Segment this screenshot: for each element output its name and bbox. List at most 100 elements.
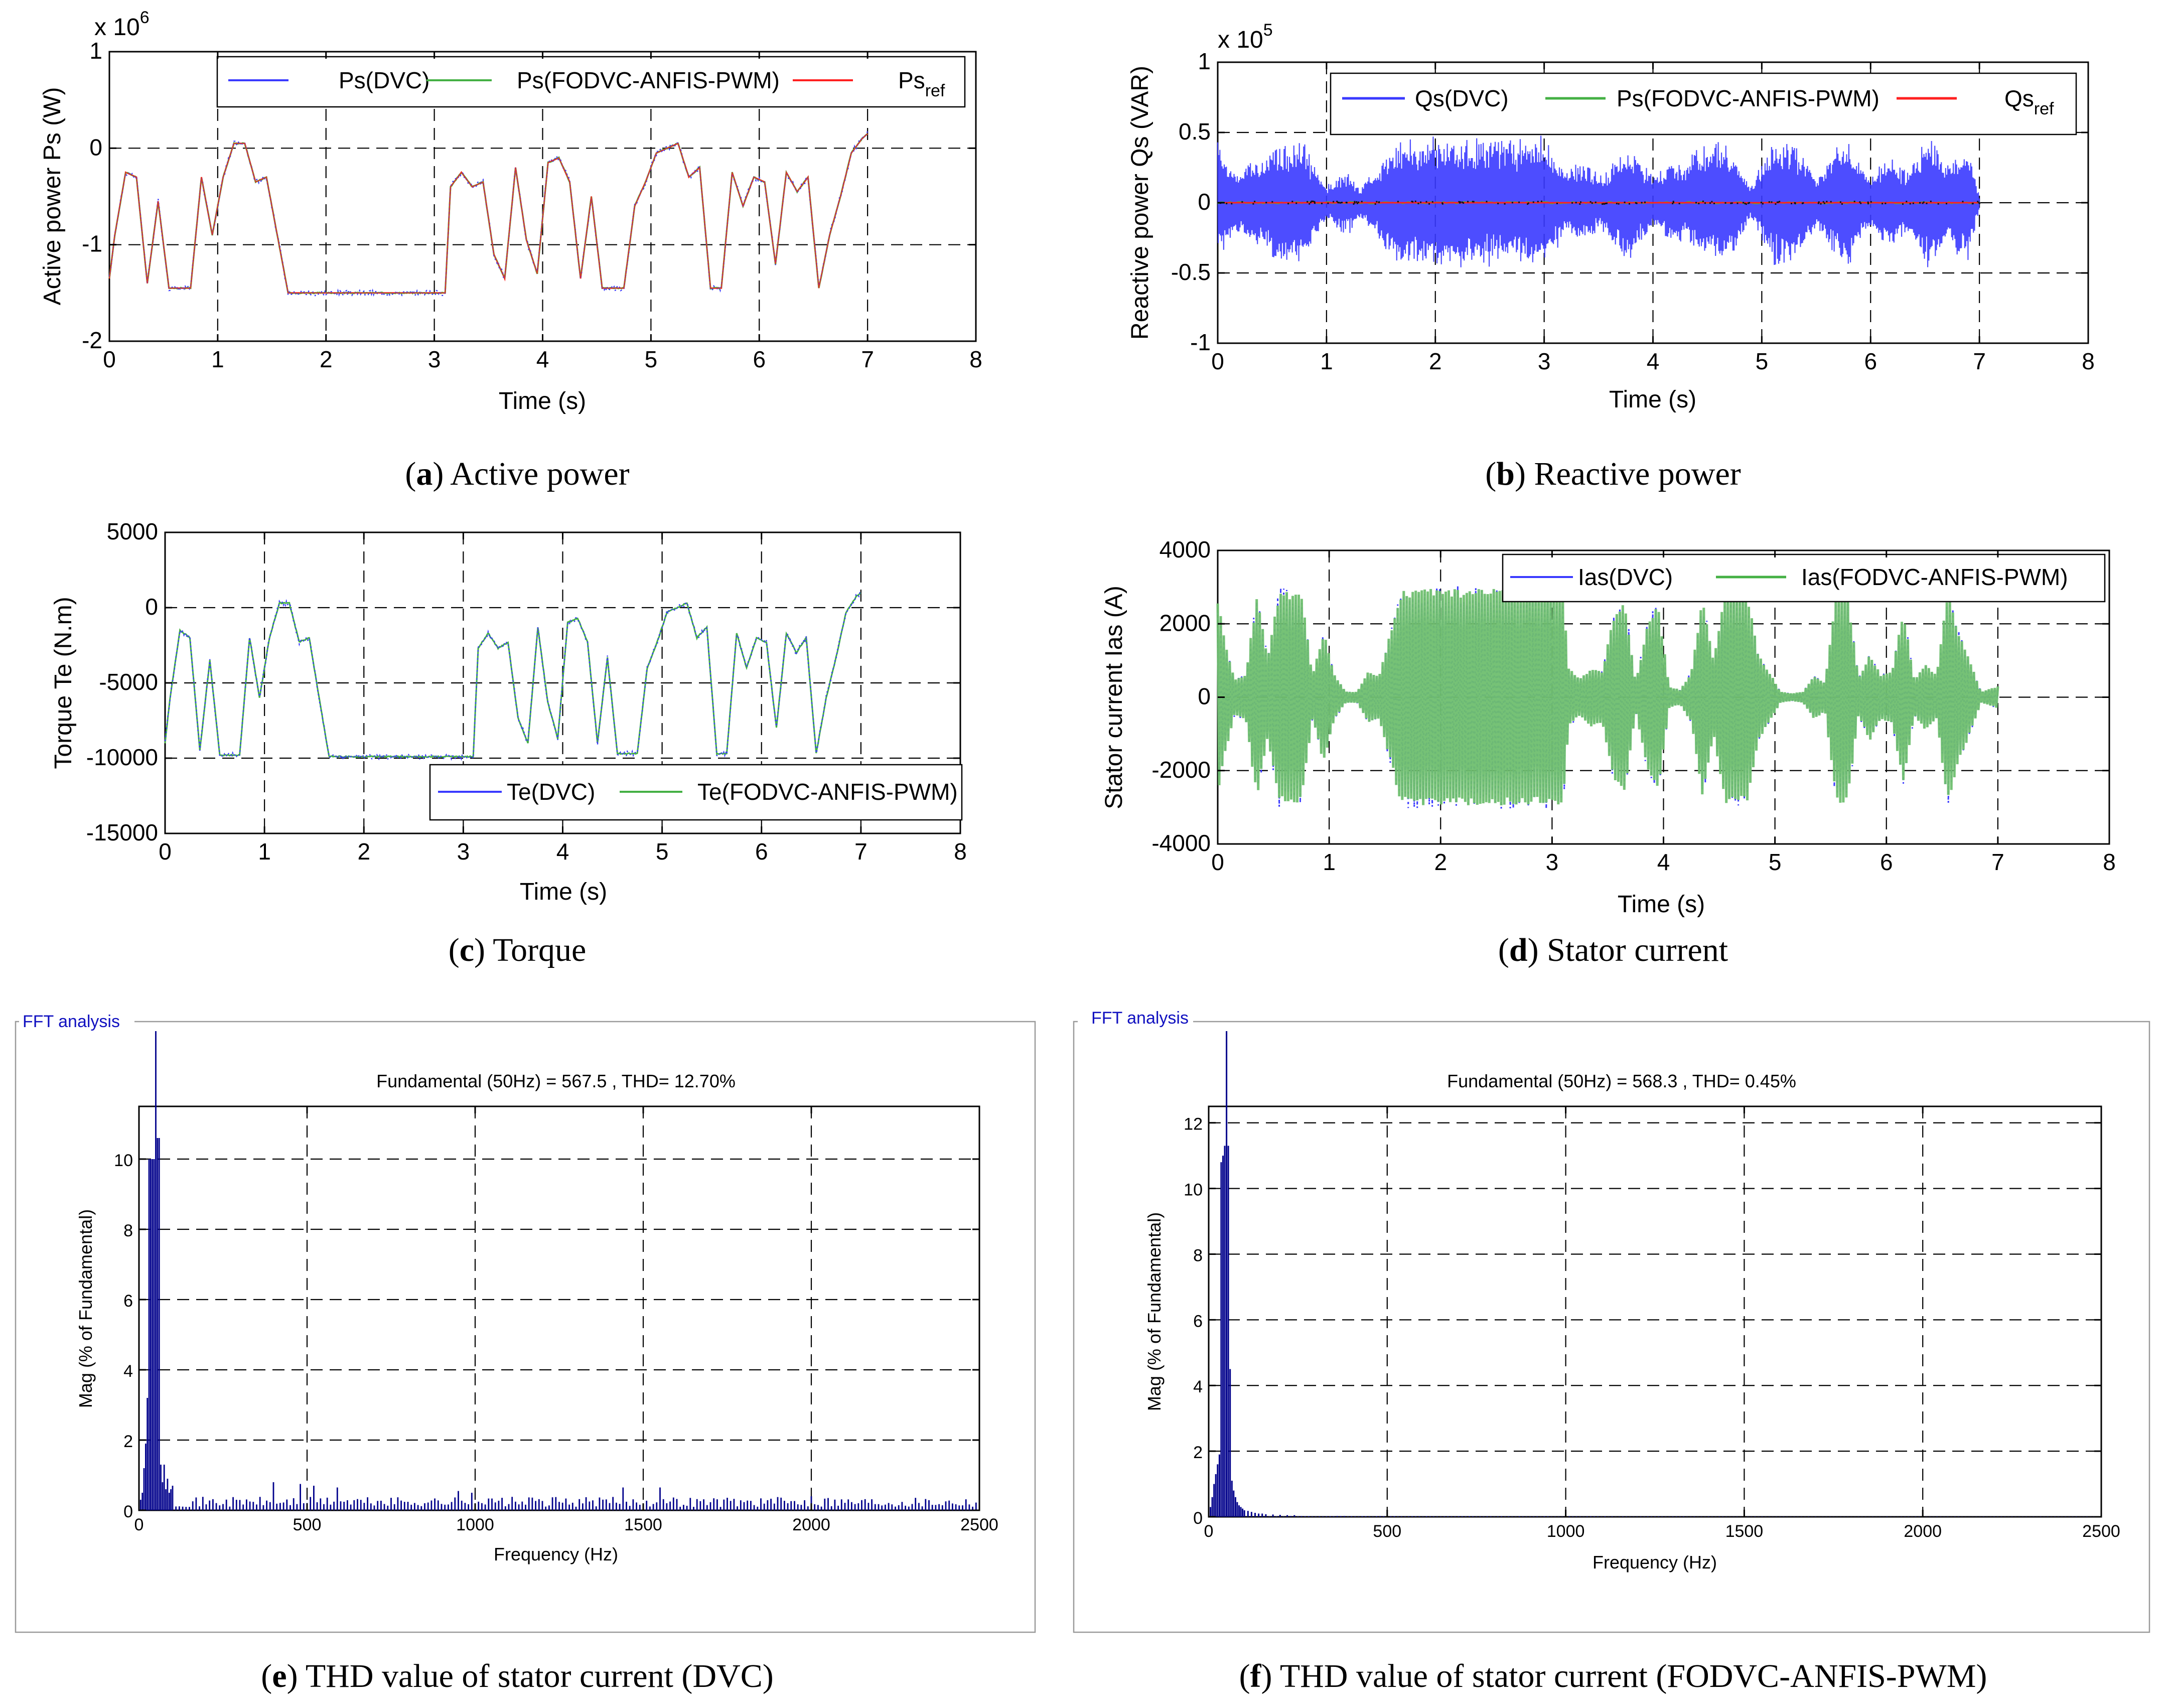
fft-bar-harmonic	[794, 1501, 795, 1510]
panel-fft-fodvc: FFT analysis Fundamental (50Hz) = 568.3 …	[1073, 1009, 2150, 1694]
fft-bar-harmonic	[1954, 1516, 1956, 1517]
fft-bar-harmonic	[609, 1503, 611, 1510]
x-tick-label: 3	[428, 346, 441, 372]
x-tick-label: 5	[656, 838, 669, 865]
fft-bar-harmonic	[420, 1506, 422, 1510]
y-ticks: 0 2 4 6 8 10 12	[1184, 1115, 2101, 1528]
fft-bar-harmonic	[1397, 1516, 1399, 1517]
fft-bar-harmonic	[1279, 1516, 1281, 1517]
fft-bar-harmonic	[461, 1500, 463, 1510]
fft-bar-low	[1218, 1454, 1220, 1517]
fft-bar-harmonic	[1550, 1516, 1552, 1517]
fft-bar-harmonic	[1418, 1516, 1420, 1517]
fft-bar-harmonic	[921, 1506, 923, 1510]
fft-bar-harmonic	[767, 1500, 769, 1510]
legend-box	[1330, 72, 2077, 135]
y-tick-label: 0	[145, 594, 158, 620]
y-ticks: -2 -1 0 1	[82, 38, 976, 353]
fft-bar-harmonic	[1508, 1516, 1510, 1517]
x-tick-label: 2	[1434, 849, 1447, 875]
fft-bar-harmonic	[1761, 1516, 1763, 1517]
series	[164, 591, 861, 761]
fft-bar-harmonic	[1415, 1516, 1417, 1517]
x-tick-label: 0	[159, 838, 172, 865]
fft-bar-harmonic	[1486, 1516, 1488, 1517]
fft-bar-harmonic	[1347, 1516, 1349, 1517]
fft-bar-low	[163, 1465, 165, 1510]
fft-bar-harmonic	[1351, 1516, 1353, 1517]
fft-bar-harmonic	[804, 1500, 805, 1510]
fft-bar-harmonic	[215, 1503, 217, 1510]
fft-bar-harmonic	[1675, 1516, 1677, 1517]
fft-bar-harmonic	[424, 1503, 425, 1510]
series	[139, 1031, 977, 1510]
fft-bar-harmonic	[1490, 1516, 1492, 1517]
y-tick-label: 2	[1193, 1443, 1203, 1462]
fft-bar-harmonic	[521, 1501, 523, 1510]
legend: Ias(DVC) Ias(FODVC-ANFIS-PWM)	[1502, 553, 2106, 603]
fft-bar-harmonic	[602, 1499, 604, 1510]
x-tick-label: 7	[854, 838, 868, 865]
fft-bar-low	[153, 1159, 155, 1510]
fft-bar-low	[1286, 1515, 1288, 1517]
fft-bar-harmonic	[1711, 1516, 1713, 1517]
fft-bar-harmonic	[448, 1504, 449, 1510]
fft-bar-harmonic	[175, 1506, 177, 1510]
fft-bar-harmonic	[589, 1501, 591, 1510]
fft-bar-harmonic	[400, 1500, 402, 1510]
fft-bar-harmonic	[1815, 1516, 1817, 1517]
fft-bar-harmonic	[1886, 1516, 1888, 1517]
fft-bar-harmonic	[1300, 1516, 1303, 1517]
y-ticks: -15000 -10000 -5000 0 5000	[86, 518, 960, 845]
series	[1216, 586, 1999, 809]
caption-letter: c	[460, 932, 474, 968]
fft-bar-harmonic	[800, 1505, 802, 1510]
legend-label-dvc: Ps(DVC)	[339, 67, 429, 93]
exponent-prefix: x 10	[1218, 27, 1263, 53]
fft-bar-harmonic	[915, 1498, 917, 1510]
x-ticks: 0 500 1000 1500 2000 2500	[134, 1106, 998, 1534]
x-axis-label: Time (s)	[1618, 891, 1705, 918]
fft-bar-harmonic	[837, 1505, 839, 1510]
fft-bar-harmonic	[1722, 1516, 1724, 1517]
fft-bar-harmonic	[1458, 1516, 1460, 1517]
fft-bar-harmonic	[888, 1503, 890, 1510]
panel-reactive-power: Qs(DVC) Ps(FODVC-ANFIS-PWM) Qsref x 105 …	[1127, 21, 2095, 492]
fft-bar-harmonic	[1404, 1516, 1406, 1517]
series	[1210, 1031, 2099, 1517]
fft-bar-harmonic	[1718, 1516, 1720, 1517]
x-tick-label: 2	[357, 838, 370, 865]
fft-bar-harmonic	[817, 1505, 819, 1510]
fft-bar-harmonic	[189, 1507, 190, 1510]
x-tick-label: 1000	[1547, 1522, 1585, 1541]
fft-bar-harmonic	[1597, 1516, 1599, 1517]
legend-label-ref: Qsref	[2004, 85, 2054, 118]
fft-bar-harmonic	[599, 1497, 601, 1510]
x-axis-label: Time (s)	[520, 879, 607, 905]
fft-bar-harmonic	[1343, 1516, 1345, 1517]
fft-bar-harmonic	[706, 1505, 708, 1510]
fft-bar-harmonic	[885, 1504, 886, 1510]
fft-bar-harmonic	[952, 1503, 953, 1510]
fft-bar-harmonic	[256, 1504, 257, 1510]
y-ticks: -4000 -2000 0 2000 4000	[1151, 536, 2109, 856]
fft-bar-harmonic	[901, 1502, 903, 1510]
fft-bar-harmonic	[1561, 1516, 1563, 1517]
fft-panel-title: FFT analysis	[23, 1012, 120, 1031]
legend-label-fodvc: Ps(FODVC-ANFIS-PWM)	[517, 67, 780, 93]
fft-bar-harmonic	[555, 1497, 557, 1510]
fft-bar-low	[147, 1398, 149, 1510]
fft-bar-harmonic	[747, 1500, 749, 1510]
caption: (e) THD value of stator current (DVC)	[261, 1658, 773, 1694]
x-tick-label: 3	[457, 838, 470, 865]
fft-bar-harmonic	[689, 1498, 691, 1510]
exponent-label: x 105	[1218, 21, 1273, 53]
fft-bar-harmonic	[1354, 1516, 1356, 1517]
fft-bar-harmonic	[1472, 1516, 1474, 1517]
fft-bar-harmonic	[1582, 1516, 1584, 1517]
y-tick-label: 6	[1193, 1312, 1203, 1331]
fft-bar-harmonic	[340, 1501, 342, 1510]
fft-bar-harmonic	[330, 1504, 332, 1510]
fft-bar-harmonic	[377, 1501, 379, 1510]
x-ticks: 0 1 2 3 4 5 6 7 8	[1211, 550, 2116, 875]
